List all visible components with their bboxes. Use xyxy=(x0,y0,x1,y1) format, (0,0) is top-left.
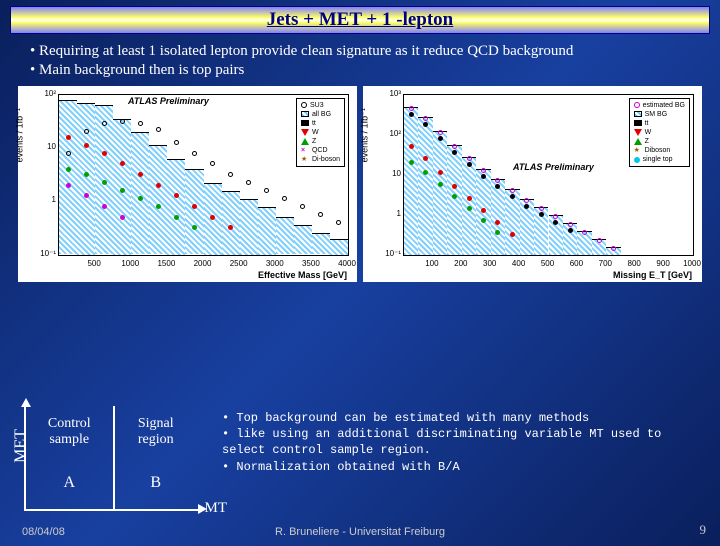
diagram-control-1: Control xyxy=(26,416,113,431)
mono-bullet-3: • Normalization obtained with B/A xyxy=(222,459,696,475)
footer-page-number: 9 xyxy=(700,522,707,538)
bullet-1: • Requiring at least 1 isolated lepton p… xyxy=(30,42,690,61)
legend-item: W xyxy=(301,128,340,137)
footer-date: 08/04/08 xyxy=(22,526,65,538)
intro-bullets: • Requiring at least 1 isolated lepton p… xyxy=(0,34,720,86)
legend-item: single top xyxy=(634,155,685,164)
slide-title: Jets + MET + 1 -lepton xyxy=(267,9,454,31)
xlabel-right: Missing E_T [GeV] xyxy=(613,270,692,280)
legend-item: Z xyxy=(301,137,340,146)
mono-bullet-2: • like using an additional discriminatin… xyxy=(222,426,696,458)
method-bullets: • Top background can be estimated with m… xyxy=(222,410,696,475)
legend-left: SU3all BGttWZ×QCD★Di-boson xyxy=(296,98,345,168)
missing-et-chart: events / 1fb⁻¹ Missing E_T [GeV] ATLAS P… xyxy=(363,86,702,282)
atlas-label-right: ATLAS Preliminary xyxy=(513,162,594,172)
legend-item: tt xyxy=(301,119,340,128)
legend-item: Z xyxy=(634,137,685,146)
legend-item: W xyxy=(634,128,685,137)
control-signal-diagram: MET MT Control sample Signal region A B xyxy=(24,406,199,511)
xlabel-left: Effective Mass [GeV] xyxy=(258,270,347,280)
legend-item: tt xyxy=(634,119,685,128)
legend-item: SM BG xyxy=(634,110,685,119)
footer-author: R. Bruneliere - Universitat Freiburg xyxy=(275,526,445,538)
mono-bullet-1: • Top background can be estimated with m… xyxy=(222,410,696,426)
diagram-signal-2: region xyxy=(113,432,200,447)
diagram-control-2: sample xyxy=(26,432,113,447)
legend-item: ★Diboson xyxy=(634,146,685,155)
charts-row: events / 1fb⁻¹ Effective Mass [GeV] ATLA… xyxy=(0,86,720,282)
arrow-up-icon xyxy=(21,398,31,407)
ylabel-left: events / 1fb⁻¹ xyxy=(15,108,26,162)
legend-item: estimated BG xyxy=(634,101,685,110)
legend-item: all BG xyxy=(301,110,340,119)
legend-item: ★Di-boson xyxy=(301,155,340,164)
legend-item: SU3 xyxy=(301,101,340,110)
ylabel-right: events / 1fb⁻¹ xyxy=(360,108,371,162)
atlas-label-left: ATLAS Preliminary xyxy=(128,96,209,106)
legend-item: ×QCD xyxy=(301,146,340,155)
diagram-signal-1: Signal xyxy=(113,416,200,431)
legend-right: estimated BGSM BGttWZ★Dibosonsingle top xyxy=(629,98,690,168)
diagram-x-axis-label: MT xyxy=(205,500,228,517)
effective-mass-chart: events / 1fb⁻¹ Effective Mass [GeV] ATLA… xyxy=(18,86,357,282)
title-bar: Jets + MET + 1 -lepton xyxy=(10,6,710,34)
bullet-2: • Main background then is top pairs xyxy=(30,61,690,80)
diagram-A: A xyxy=(26,474,113,492)
diagram-B: B xyxy=(113,474,200,492)
